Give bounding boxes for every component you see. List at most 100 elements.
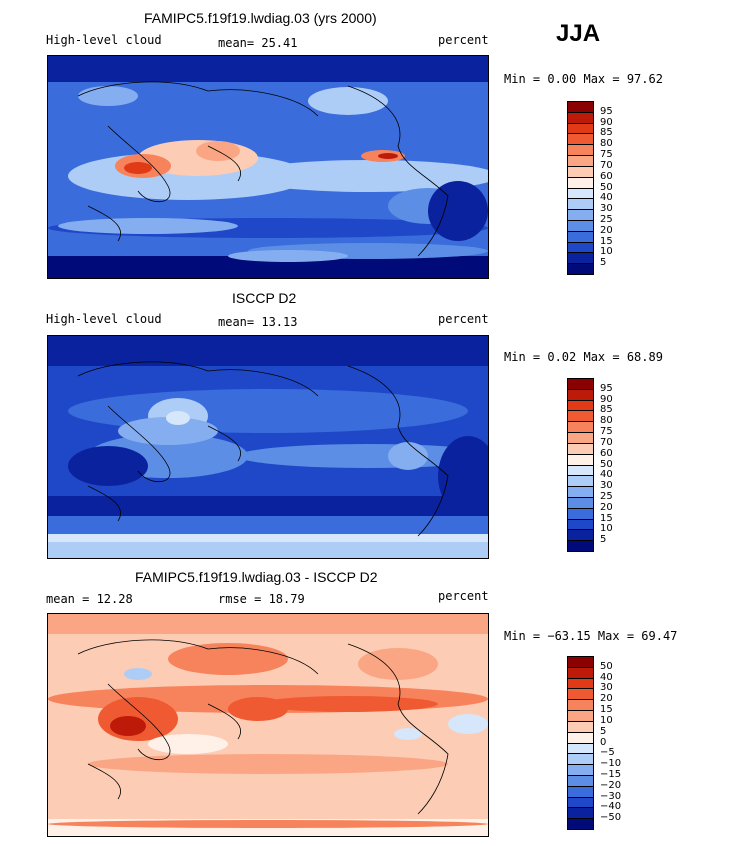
colorbar-edge [567,475,594,477]
colorbar-tick-label: −5 [600,747,615,759]
colorbar-edge [567,111,594,113]
panel-3-units-label: percent [438,589,489,603]
colorbar-edge [567,209,594,211]
colorbar-tick-label: 5 [600,257,607,269]
colorbar-edge [567,688,594,690]
colorbar-swatch [567,122,594,134]
colorbar-edge [567,274,594,275]
colorbar-edge [567,720,594,722]
colorbar-swatch [567,230,594,242]
colorbar-swatch [567,507,594,519]
colorbar-tick-label: 80 [600,415,613,427]
colorbar-edge [567,818,594,820]
colorbar-swatch [567,688,594,700]
colorbar-swatch [567,464,594,476]
colorbar-tick-label: 95 [600,382,613,394]
colorbar-swatch [567,421,594,433]
colorbar-tick-label: 30 [600,480,613,492]
panel-2-title: ISCCP D2 [232,290,297,306]
colorbar-tick-label: 85 [600,404,613,416]
colorbar-tick-label: 40 [600,192,613,204]
panel-2-map [47,335,489,559]
colorbar-tick-label: 85 [600,127,613,139]
colorbar-swatch [567,442,594,454]
colorbar-edge [567,410,594,412]
panel-1-colorbar: 95 90 85 80 75 70 60 50 40 30 25 20 15 10 5 [567,101,627,275]
colorbar-tick-label: −15 [600,768,622,780]
colorbar-edge [567,677,594,679]
panel-3-mean-label: mean = 12.28 [46,592,133,606]
colorbar-swatch [567,133,594,145]
colorbar-edge [567,796,594,798]
colorbar-swatch [567,486,594,498]
colorbar-swatch [567,378,594,389]
panel-2-minmax: Min = 0.02 Max = 68.89 [504,350,663,364]
colorbar-swatch [567,807,594,819]
colorbar-swatch [567,796,594,808]
colorbar-swatch [567,818,594,830]
colorbar-tick-label: −40 [600,801,622,813]
colorbar-edge [567,518,594,520]
panel-1-field [48,56,488,278]
panel-1-map [47,55,489,279]
panel-3-colorbar: 50 40 30 20 15 10 5 0 −5 −10 −15 −20 −30 −40 −50 [567,656,627,830]
colorbar-edge [567,551,594,552]
colorbar-edge [567,764,594,766]
colorbar-swatch [567,453,594,465]
colorbar-swatch [567,475,594,487]
colorbar-edge [567,388,594,390]
colorbar-swatch [567,399,594,411]
colorbar-edge [567,198,594,200]
panel-1-minmax: Min = 0.00 Max = 97.62 [504,72,663,86]
colorbar-tick-label: 15 [600,704,613,716]
panel-2-variable-label: High-level cloud [46,312,162,326]
colorbar-swatch [567,764,594,776]
colorbar-swatch [567,198,594,210]
colorbar-swatch [567,720,594,732]
panel-1-mean-label: mean= 25.41 [218,36,298,50]
colorbar-swatch [567,209,594,221]
colorbar-swatch [567,666,594,678]
colorbar-edge [567,101,594,102]
colorbar-tick-label: 50 [600,181,613,193]
colorbar-tick-label: 0 [600,736,607,748]
colorbar-tick-label: 70 [600,436,613,448]
colorbar-edge [567,122,594,124]
colorbar-edge [567,731,594,733]
colorbar-edge [567,753,594,755]
colorbar-tick-label: 90 [600,116,613,128]
colorbar-tick-label: 10 [600,246,613,258]
colorbar-tick-label: 30 [600,682,613,694]
colorbar-tick-label: −20 [600,779,622,791]
colorbar-edge [567,666,594,668]
panel-1-title: FAMIPC5.f19f19.lwdiag.03 (yrs 2000) [144,10,377,26]
panel-2-units-label: percent [438,312,489,326]
colorbar-tick-label: −30 [600,790,622,802]
colorbar-edge [567,155,594,157]
colorbar-tick-label: 50 [600,660,613,672]
colorbar-edge [567,464,594,466]
colorbar-tick-label: 50 [600,458,613,470]
colorbar-tick-label: 75 [600,149,613,161]
colorbar-edge [567,241,594,243]
colorbar-swatch [567,187,594,199]
colorbar-edge [567,442,594,444]
colorbar-swatch [567,699,594,711]
colorbar-tick-label: 20 [600,693,613,705]
panel-3-map [47,613,489,837]
colorbar-swatch [567,742,594,754]
colorbar-swatch [567,101,594,112]
season-label: JJA [556,20,601,47]
colorbar-tick-label: 60 [600,447,613,459]
colorbar-swatch [567,496,594,508]
colorbar-tick-label: 40 [600,671,613,683]
colorbar-tick-label: 90 [600,393,613,405]
colorbar-swatch [567,677,594,689]
colorbar-swatch [567,410,594,422]
colorbar-edge [567,432,594,434]
colorbar-tick-label: 70 [600,159,613,171]
panel-2-colorbar: 95 90 85 80 75 70 60 50 40 30 25 20 15 10 5 [567,378,627,552]
colorbar-tick-label: 75 [600,426,613,438]
colorbar-swatch [567,388,594,400]
colorbar-tick-label: 30 [600,203,613,215]
